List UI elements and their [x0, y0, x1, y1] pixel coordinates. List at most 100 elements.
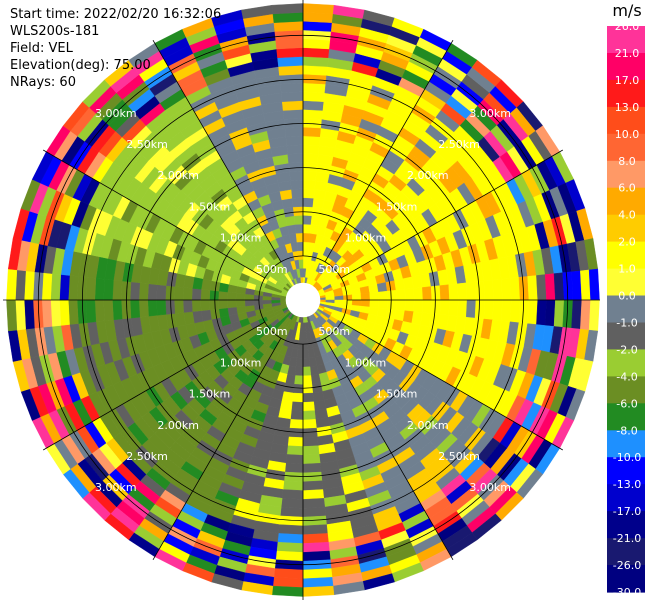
velocity-cell — [588, 299, 600, 332]
velocity-cell — [302, 454, 321, 465]
ring-label: 2.50km — [438, 138, 480, 151]
velocity-cell — [286, 445, 304, 456]
velocity-cell — [302, 489, 325, 500]
velocity-cell — [302, 541, 330, 553]
velocity-cell — [293, 215, 304, 225]
ring-label: 1.00km — [220, 232, 262, 245]
ring-label: 3.00km — [95, 481, 137, 494]
velocity-cell — [302, 144, 320, 155]
velocity-cell — [395, 289, 406, 301]
velocity-cell — [302, 232, 311, 243]
velocity-cell — [302, 331, 308, 341]
velocity-cell — [296, 241, 304, 252]
velocity-cell — [430, 299, 441, 315]
velocity-cell — [275, 38, 304, 50]
velocity-cell — [283, 117, 304, 129]
colorbar-tick-label: -2.0 — [616, 343, 637, 356]
ring-label: 1.00km — [220, 356, 262, 369]
ring-label: 500m — [256, 325, 288, 338]
velocity-cell — [465, 299, 477, 319]
velocity-cell — [404, 299, 415, 312]
velocity-cell — [103, 278, 114, 301]
velocity-cell — [302, 47, 330, 59]
velocity-cell — [200, 299, 211, 311]
velocity-cell — [509, 277, 521, 301]
velocity-cell — [501, 277, 512, 301]
velocity-cell — [448, 299, 459, 317]
ppi-plot: 500m 1.00km 1.50km 2.00km 2.50km 3.00km 500m 1.… — [3, 0, 600, 600]
colorbar-swatch — [607, 214, 645, 243]
azimuth-spoke — [152, 39, 282, 262]
colorbar-swatch — [607, 268, 645, 297]
velocity-cell — [295, 357, 304, 368]
colorbar-swatch — [607, 53, 645, 81]
velocity-cell — [191, 299, 202, 312]
colorbar-swatch — [607, 430, 645, 458]
ring-label: 3.00km — [95, 107, 137, 120]
velocity-cell — [129, 299, 141, 319]
velocity-cell — [302, 524, 328, 535]
velocity-cell — [369, 291, 380, 301]
colorbar-swatch — [607, 538, 645, 566]
velocity-cell — [282, 480, 304, 491]
velocity-cell — [465, 281, 477, 301]
velocity-cell — [413, 287, 424, 301]
colorbar-swatch — [607, 457, 645, 485]
velocity-cell — [474, 299, 486, 320]
velocity-cell — [272, 577, 304, 588]
colorbar-swatch — [607, 565, 645, 593]
velocity-cell — [277, 533, 304, 544]
velocity-cell — [6, 299, 18, 332]
velocity-cell — [23, 270, 35, 301]
velocity-cell — [294, 223, 304, 234]
ring-label: 500m — [318, 325, 350, 338]
velocity-cell — [553, 272, 565, 301]
velocity-cell — [302, 462, 322, 474]
velocity-cell — [302, 577, 334, 588]
azimuth-spoke — [341, 321, 564, 451]
velocity-cell — [218, 299, 228, 310]
velocity-cell — [334, 295, 344, 301]
velocity-cell — [41, 299, 53, 328]
colorbar-swatch — [607, 349, 645, 377]
velocity-cell — [536, 299, 547, 326]
velocity-cell — [272, 12, 304, 23]
velocity-cell — [544, 299, 556, 327]
velocity-cell — [287, 153, 304, 164]
velocity-cell — [404, 288, 415, 301]
velocity-cell — [492, 299, 503, 322]
velocity-cell — [284, 462, 304, 474]
velocity-cell — [182, 287, 193, 301]
velocity-cell — [278, 65, 304, 76]
velocity-cell — [571, 299, 583, 330]
velocity-cell — [253, 299, 263, 306]
velocity-cell — [23, 299, 35, 330]
velocity-cell — [492, 278, 503, 301]
colorbar-tick-label: 17.0 — [615, 74, 640, 87]
velocity-cell — [235, 299, 246, 308]
velocity-cell — [302, 206, 314, 217]
velocity-cell — [386, 299, 397, 311]
velocity-cell — [278, 524, 304, 535]
velocity-cell — [310, 373, 321, 385]
velocity-cell — [156, 284, 167, 301]
velocity-cell — [295, 232, 304, 243]
velocity-cell — [302, 392, 314, 403]
velocity-cell — [351, 293, 362, 301]
velocity-cell — [68, 275, 79, 301]
colorbar-swatch — [607, 376, 645, 404]
velocity-cell — [302, 410, 316, 421]
velocity-cell — [292, 206, 304, 217]
center-blank — [285, 282, 321, 318]
velocity-cell — [235, 292, 246, 301]
colorbar-tick-label: -1.0 — [616, 317, 637, 330]
velocity-cell — [292, 383, 304, 394]
nrays-text: NRays: 60 — [10, 75, 76, 90]
velocity-cell — [430, 285, 441, 301]
velocity-cell — [173, 299, 184, 314]
velocity-cell — [302, 135, 321, 146]
velocity-cell — [386, 289, 397, 301]
velocity-cell — [182, 299, 193, 313]
ring-label: 1.50km — [189, 388, 231, 401]
elevation-text: Elevation(deg): 75.00 — [10, 58, 151, 73]
